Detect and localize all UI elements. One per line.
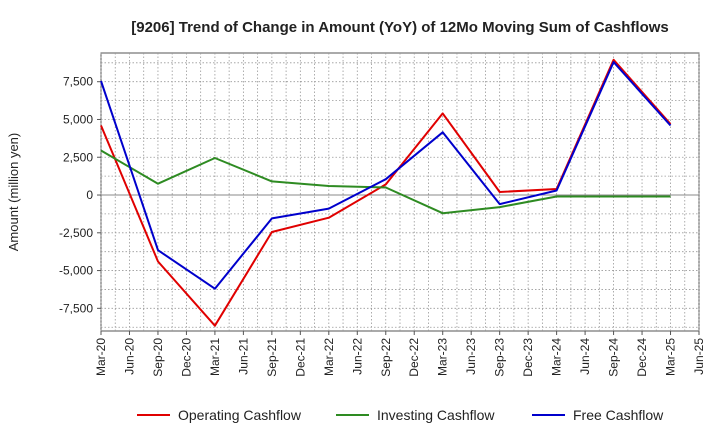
x-tick-label: Dec-24: [635, 338, 649, 377]
x-tick-label: Jun-20: [122, 338, 136, 375]
x-tick-label: Dec-22: [407, 338, 421, 377]
x-tick-label: Dec-20: [179, 338, 193, 377]
x-tick-label: Sep-23: [493, 338, 507, 377]
x-tick-label: Mar-20: [94, 338, 108, 376]
y-tick-label: 2,500: [63, 150, 93, 164]
y-tick-label: -7,500: [59, 301, 93, 315]
gridlines: [100, 53, 700, 331]
x-tick-label: Jun-25: [692, 338, 706, 375]
chart-title: [9206] Trend of Change in Amount (YoY) o…: [131, 19, 669, 36]
x-tick-label: Sep-24: [607, 338, 621, 377]
legend-label: Operating Cashflow: [178, 407, 302, 423]
x-tick-label: Sep-22: [379, 338, 393, 377]
x-tick-label: Jun-21: [236, 338, 250, 375]
x-tick-label: Jun-24: [578, 338, 592, 375]
x-tick-label: Jun-23: [464, 338, 478, 375]
x-tick-label: Mar-23: [436, 338, 450, 376]
y-tick-label: -5,000: [59, 264, 93, 278]
x-tick-label: Sep-20: [151, 338, 165, 377]
series-lines: [100, 58, 672, 327]
legend-label: Investing Cashflow: [377, 407, 495, 423]
x-tick-label: Mar-22: [322, 338, 336, 376]
series-line-investing-cashflow: [100, 149, 671, 215]
x-tick-label: Dec-23: [521, 338, 535, 377]
x-axis-ticks: Mar-20 Jun-20 Sep-20 Dec-20 Mar-21 Jun-21 Sep-…: [94, 331, 706, 377]
legend-label: Free Cashflow: [573, 407, 664, 423]
y-axis-label: Amount (million yen): [6, 133, 21, 252]
series-line-free-cashflow: [100, 61, 672, 290]
x-tick-label: Dec-21: [293, 338, 307, 377]
x-tick-label: Mar-21: [208, 338, 222, 376]
y-tick-label: 0: [86, 188, 93, 202]
y-tick-label: 5,000: [63, 112, 93, 126]
y-axis-ticks: 7,500 5,000 2,500 0 -2,500 -5,000 -7,500: [59, 75, 101, 315]
x-tick-label: Mar-24: [550, 338, 564, 376]
y-tick-label: 7,500: [63, 75, 93, 89]
legend: Operating Cashflow Investing Cashflow Free…: [137, 407, 664, 423]
y-tick-label: -2,500: [59, 226, 93, 240]
x-tick-label: Sep-21: [265, 338, 279, 377]
x-tick-label: Mar-25: [664, 338, 678, 376]
x-tick-label: Jun-22: [350, 338, 364, 375]
